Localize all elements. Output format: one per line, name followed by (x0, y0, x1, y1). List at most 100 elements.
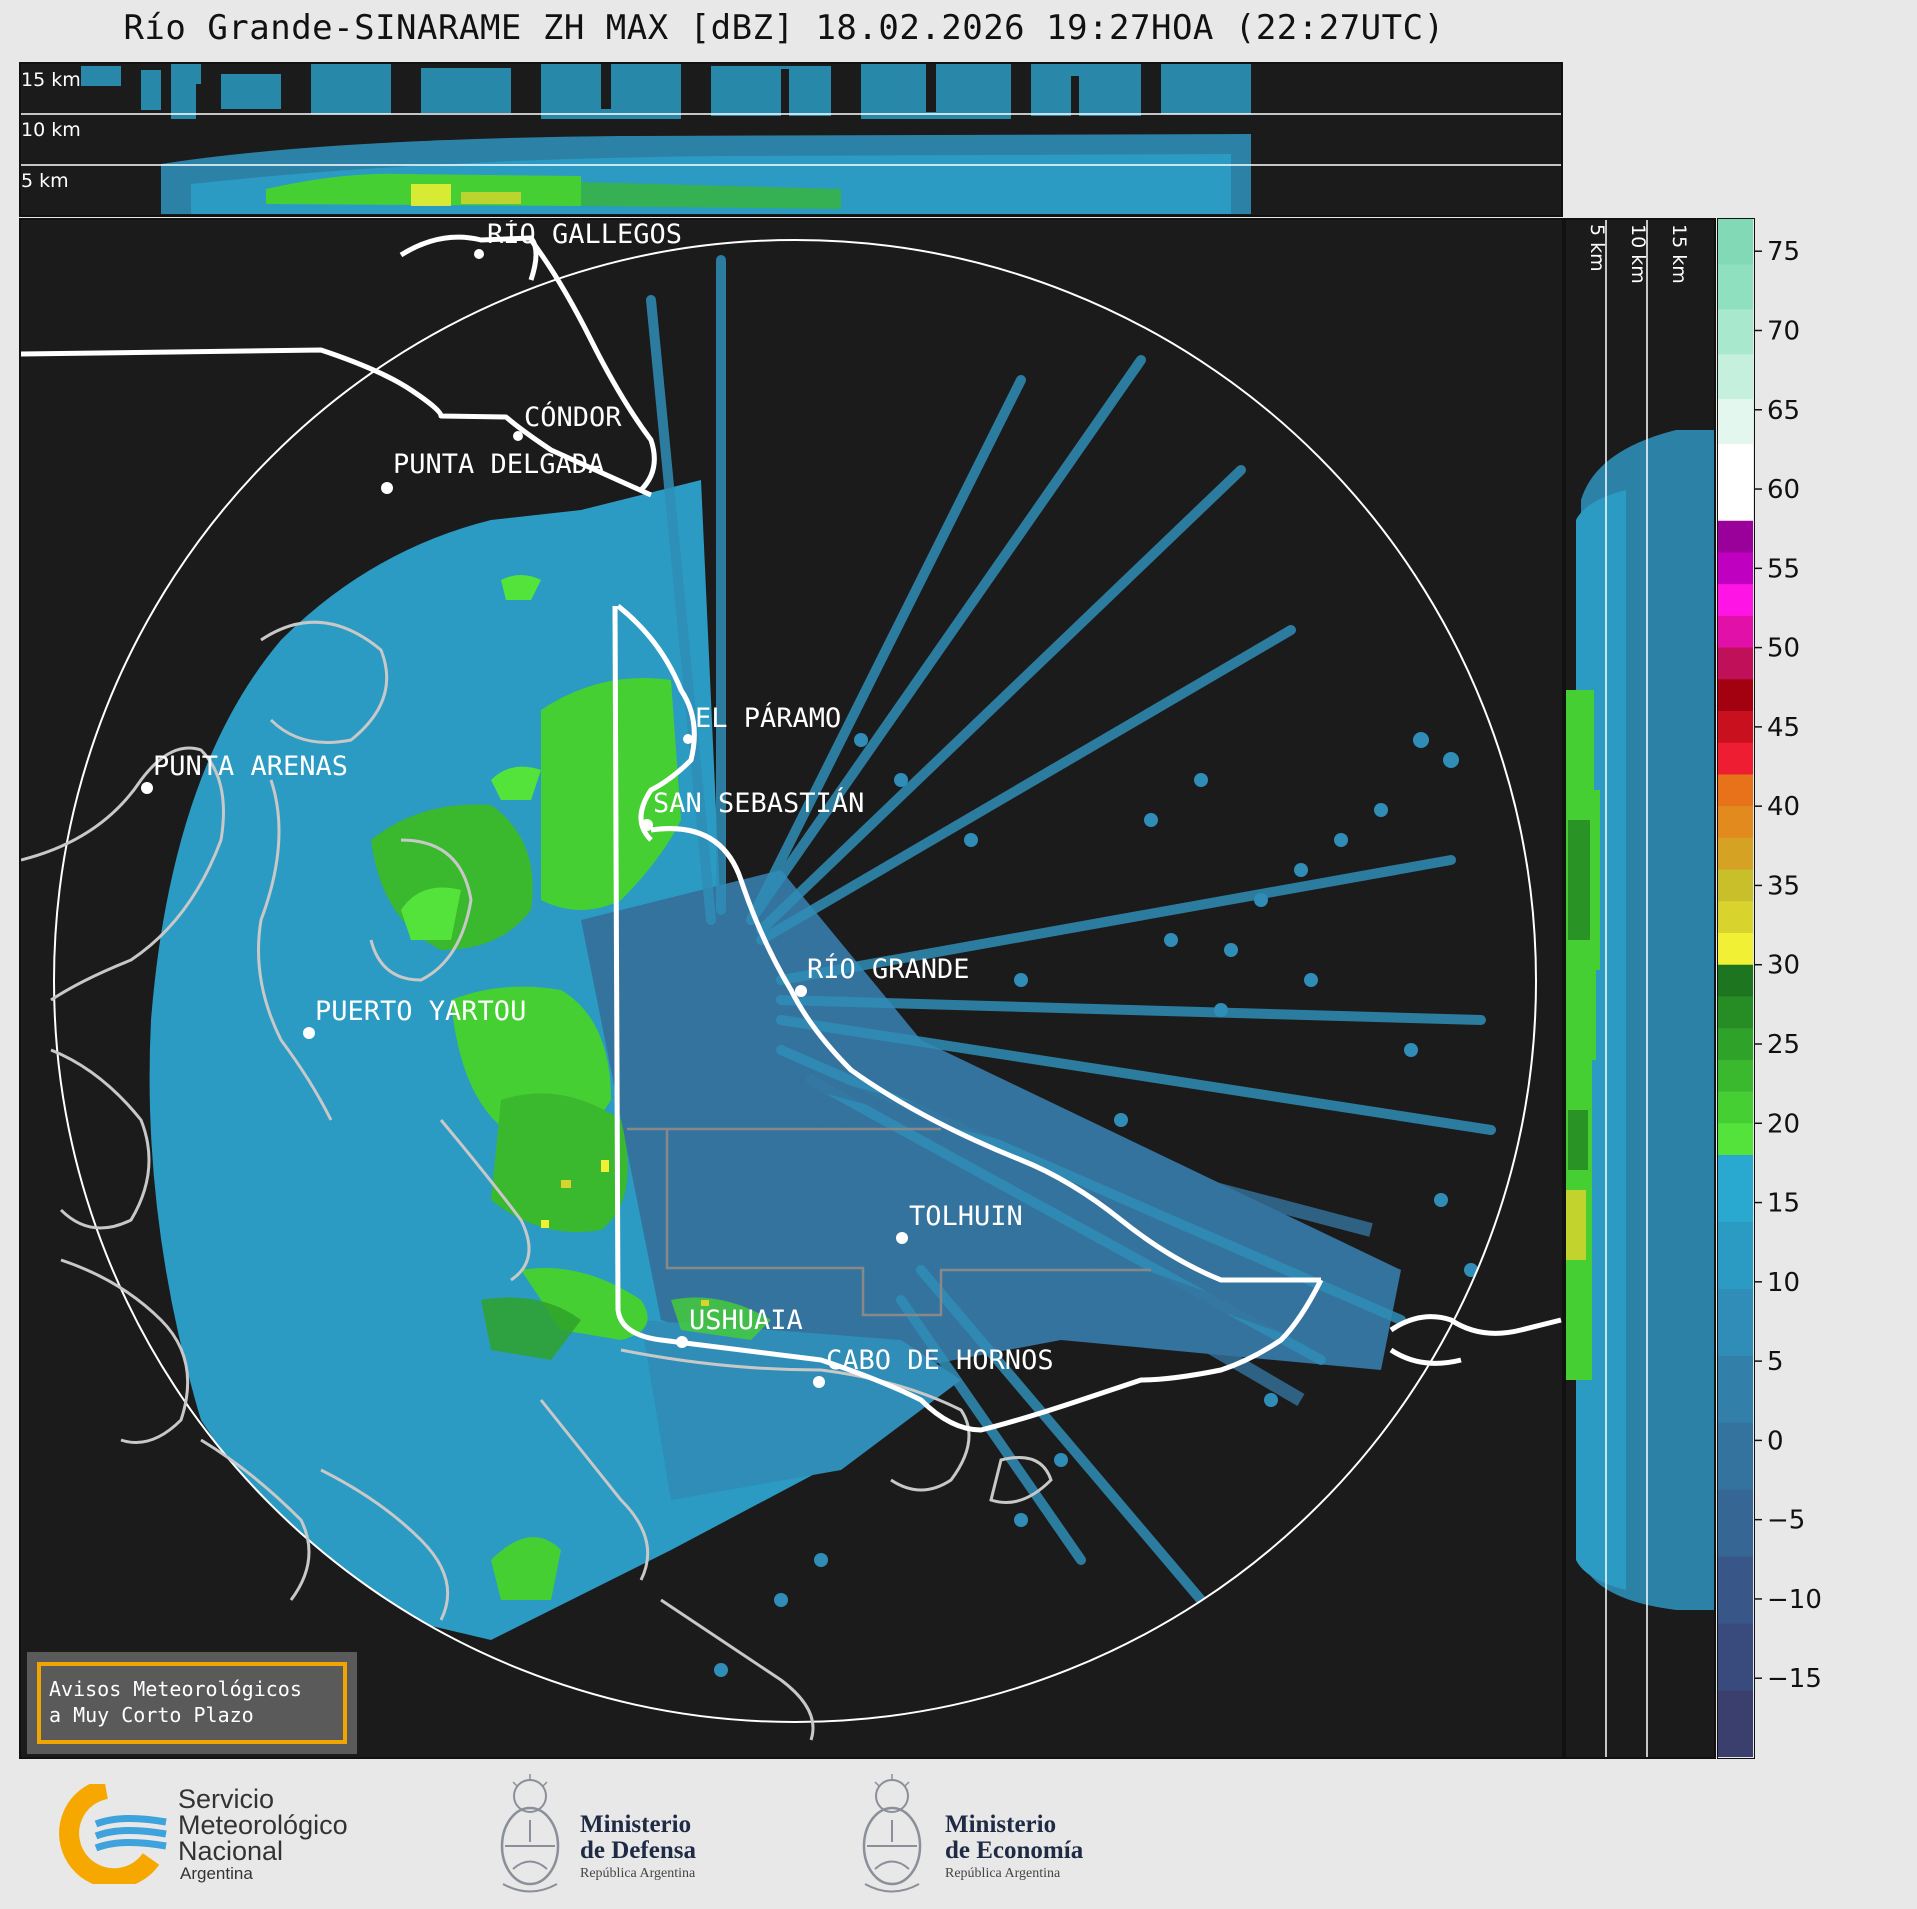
city-puerto-yartou[interactable]: PUERTO YARTOU (303, 996, 526, 1039)
colorbar-segment (1718, 678, 1753, 712)
colorbar-segment (1718, 219, 1753, 265)
colorbar-segment (1718, 263, 1753, 310)
colorbar-segment (1718, 308, 1753, 355)
colorbar-segment (1718, 1288, 1753, 1356)
city-punta-arenas[interactable]: PUNTA ARENAS (141, 751, 348, 794)
top-height-label-15: 15 km (21, 69, 81, 91)
colorbar-tick-label: −15 (1767, 1664, 1822, 1694)
smn-logo-icon (59, 1784, 167, 1884)
colorbar-segment (1718, 647, 1753, 680)
colorbar-tick-label: 15 (1767, 1189, 1800, 1219)
economia-line3: República Argentina (945, 1866, 1061, 1881)
chart-title: Río Grande-SINARAME ZH MAX [dBZ] 18.02.2… (123, 8, 1445, 48)
range-ring (53, 239, 1537, 1723)
colorbar-tick-label: 10 (1767, 1268, 1800, 1298)
svg-text:CABO DE HORNOS: CABO DE HORNOS (826, 1345, 1054, 1376)
colorbar-tick-label: 30 (1767, 951, 1800, 981)
radar-map-canvas: RÍO GALLEGOS CÓNDOR PUNTA DELGADA EL PÁR… (21, 220, 1562, 1741)
aviso-line2: a Muy Corto Plazo (49, 1703, 254, 1727)
colorbar-tick-label: 75 (1767, 237, 1800, 267)
svg-text:USHUAIA: USHUAIA (689, 1305, 803, 1336)
colorbar-tick-label: 55 (1767, 554, 1800, 584)
smn-line3: Nacional (178, 1836, 284, 1866)
colorbar-segment (1718, 742, 1753, 775)
admin-boundaries (627, 1127, 1151, 1317)
colorbar (1717, 218, 1755, 1759)
city-rio-grande[interactable]: RÍO GRANDE (795, 953, 970, 997)
smn-line1: Servicio (178, 1784, 275, 1814)
aviso-box[interactable]: Avisos Meteorológicos a Muy Corto Plazo (27, 1652, 357, 1754)
colorbar-tick-label: 50 (1767, 634, 1800, 664)
economia-line1: Ministerio (945, 1811, 1057, 1838)
city-el-paramo[interactable]: EL PÁRAMO (683, 702, 841, 744)
colorbar-segment (1718, 1091, 1753, 1124)
radar-map[interactable]: RÍO GALLEGOS CÓNDOR PUNTA DELGADA EL PÁR… (19, 218, 1564, 1759)
city-san-sebastian[interactable]: SAN SEBASTIÁN (641, 787, 864, 831)
colorbar-segment (1718, 1623, 1753, 1691)
svg-text:RÍO GALLEGOS: RÍO GALLEGOS (487, 220, 682, 250)
smn-line4: Argentina (180, 1864, 253, 1883)
colorbar-tick-label: 60 (1767, 475, 1800, 505)
defensa-line1: Ministerio (580, 1811, 692, 1838)
colorbar-tick-label: −5 (1767, 1506, 1805, 1536)
defensa-logo[interactable]: Ministerio de Defensa República Argentin… (495, 1774, 755, 1899)
side-height-label-15: 15 km (1668, 224, 1690, 284)
city-rio-gallegos[interactable]: RÍO GALLEGOS (474, 220, 682, 259)
svg-text:PUERTO YARTOU: PUERTO YARTOU (315, 996, 526, 1027)
colorbar-segment (1718, 1355, 1753, 1423)
colorbar-segment (1718, 398, 1753, 445)
colorbar-tick-label: 45 (1767, 713, 1800, 743)
city-ushuaia[interactable]: USHUAIA (676, 1305, 803, 1348)
colorbar-segment (1718, 995, 1753, 1029)
national-borders (21, 234, 1562, 1433)
colorbar-segment (1718, 869, 1753, 902)
colorbar-segment (1718, 1027, 1753, 1060)
coat-of-arms-icon (862, 1774, 922, 1893)
economia-logo[interactable]: Ministerio de Economía República Argenti… (857, 1774, 1117, 1899)
colorbar-tick-label: 35 (1767, 871, 1800, 901)
side-height-label-10: 10 km (1627, 224, 1649, 284)
colorbar-tick-label: 70 (1767, 316, 1800, 346)
smn-logo[interactable]: Servicio Meteorológico Nacional Argentin… (56, 1784, 386, 1894)
colorbar-segment (1718, 773, 1753, 807)
colorbar-segment (1718, 353, 1753, 400)
city-punta-delgada[interactable]: PUNTA DELGADA (381, 449, 604, 494)
colorbar-tick-label: 40 (1767, 792, 1800, 822)
colorbar-segment (1718, 443, 1753, 490)
colorbar-segment (1718, 900, 1753, 934)
colorbar-tick-label: −10 (1767, 1585, 1822, 1615)
colorbar-segment (1718, 1422, 1753, 1490)
city-cabo-de-hornos[interactable]: CABO DE HORNOS (813, 1345, 1054, 1388)
side-cross-section: 5 km 10 km 15 km (1564, 218, 1716, 1759)
defensa-line3: República Argentina (580, 1866, 696, 1881)
top-cross-section: 15 km 10 km 5 km (19, 62, 1563, 217)
city-markers: RÍO GALLEGOS CÓNDOR PUNTA DELGADA EL PÁR… (141, 220, 1054, 1388)
side-height-label-5: 5 km (1586, 224, 1608, 272)
colorbar-segment (1718, 551, 1753, 585)
colorbar-segment (1718, 837, 1753, 870)
svg-text:TOLHUIN: TOLHUIN (909, 1201, 1023, 1232)
colorbar-segment (1718, 1122, 1753, 1155)
colorbar-segment (1718, 1556, 1753, 1624)
colorbar-segment (1718, 520, 1753, 553)
colorbar-segment (1718, 583, 1753, 616)
svg-text:CÓNDOR: CÓNDOR (524, 401, 622, 433)
coastlines (21, 620, 1053, 1741)
smn-line2: Meteorológico (178, 1810, 348, 1840)
svg-text:SAN SEBASTIÁN: SAN SEBASTIÁN (653, 787, 864, 819)
colorbar-segment (1718, 1690, 1753, 1758)
colorbar-tick-label: 25 (1767, 1030, 1800, 1060)
colorbar-segment (1718, 1221, 1753, 1289)
colorbar-segment (1718, 932, 1753, 965)
city-condor[interactable]: CÓNDOR (513, 401, 622, 441)
city-tolhuin[interactable]: TOLHUIN (896, 1201, 1023, 1244)
colorbar-segment (1718, 1154, 1753, 1222)
coat-of-arms-icon (500, 1774, 560, 1893)
reflectivity-field (149, 255, 1496, 1677)
colorbar-tick-label: 20 (1767, 1109, 1800, 1139)
aviso-line1: Avisos Meteorológicos (49, 1677, 302, 1701)
defensa-line2: de Defensa (580, 1837, 696, 1864)
colorbar-segment (1718, 710, 1753, 743)
colorbar-segment (1718, 488, 1753, 521)
economia-line2: de Economía (945, 1837, 1084, 1864)
